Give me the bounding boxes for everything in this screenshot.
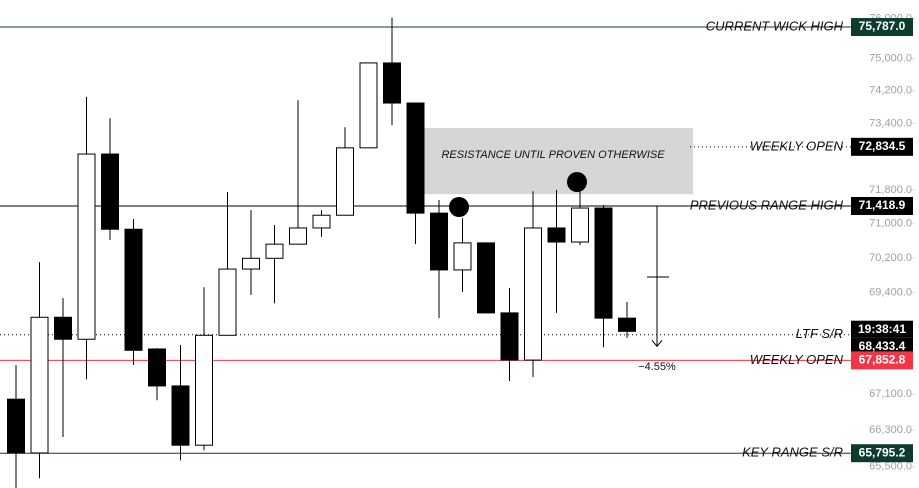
level-label: KEY RANGE S/R	[742, 445, 843, 460]
price-tag-label: 71,418.9	[859, 198, 906, 212]
countdown-tag	[851, 320, 913, 338]
price-tag	[851, 137, 913, 156]
price-tag	[851, 337, 913, 355]
candle-body	[101, 153, 119, 230]
marker-dot	[449, 197, 469, 217]
candle-body	[30, 316, 49, 454]
candle-body	[289, 227, 307, 245]
price-tag-label: 72,834.5	[859, 139, 906, 153]
marker-dot	[567, 172, 587, 192]
candle-body	[265, 243, 284, 259]
level-label: WEEKLY OPEN	[750, 138, 844, 153]
candle-body	[124, 228, 143, 351]
price-tag-label: 65,795.2	[859, 445, 906, 459]
level-label: PREVIOUS RANGE HIGH	[690, 197, 844, 212]
y-tick-label: 67,100.0	[869, 388, 912, 400]
y-tick-label: 75,000.0	[869, 52, 912, 64]
candle-body	[336, 147, 354, 216]
measure-arrow	[651, 340, 663, 348]
y-tick-label: 66,300.0	[869, 424, 912, 436]
candle-body	[618, 317, 636, 332]
resistance-zone	[422, 128, 693, 195]
candle-body	[547, 227, 566, 243]
candle-body	[7, 398, 25, 454]
price-tag-label: 75,787.0	[859, 19, 906, 33]
price-tag	[851, 196, 913, 215]
y-tick-label: 71,800.0	[869, 184, 912, 196]
price-tag	[851, 351, 913, 370]
candle-body	[242, 257, 260, 270]
candle-body	[500, 312, 519, 361]
y-tick-label: 70,200.0	[869, 252, 912, 264]
measure-label: −4.55%	[638, 361, 676, 373]
price-tag	[851, 18, 913, 37]
candle-body	[453, 242, 472, 271]
candle-body	[477, 242, 495, 314]
candle-body	[218, 268, 237, 336]
level-label: LTF S/R	[796, 326, 843, 341]
candle-body	[77, 153, 96, 340]
level-label: CURRENT WICK HIGH	[706, 18, 844, 33]
candle-body	[312, 214, 331, 229]
price-tag-label: 68,433.4	[859, 339, 906, 353]
y-tick-label: 71,000.0	[869, 218, 912, 230]
candle-body	[430, 212, 448, 271]
candle-body	[148, 348, 166, 387]
y-tick-label: 74,200.0	[869, 85, 912, 97]
candle-body	[383, 62, 401, 104]
countdown: 19:38:41	[858, 322, 906, 336]
candle-body	[195, 334, 213, 446]
zone-label: RESISTANCE UNTIL PROVEN OTHERWISE	[441, 149, 665, 161]
y-tick-label: 65,500.0	[869, 461, 912, 473]
candle-body	[54, 316, 72, 340]
candle-body	[571, 207, 589, 243]
price-tag	[851, 444, 913, 463]
price-tag-label: 67,852.8	[859, 353, 906, 367]
y-tick-label: 73,400.0	[869, 117, 912, 129]
level-label: WEEKLY OPEN	[750, 352, 844, 367]
candle-body	[171, 385, 190, 446]
y-tick-label: 69,400.0	[869, 286, 912, 298]
candle-body	[594, 207, 613, 319]
candle-body	[524, 227, 542, 361]
candle-body	[359, 62, 378, 149]
candle-body	[406, 102, 425, 214]
